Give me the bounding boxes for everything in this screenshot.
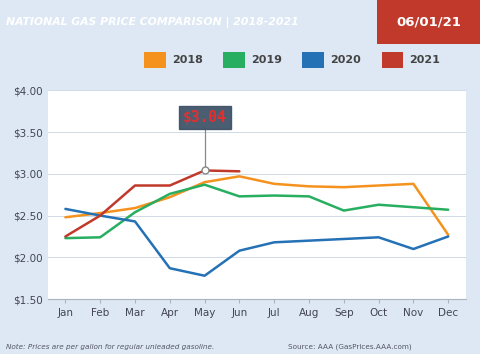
Text: 2020: 2020 [330,55,361,65]
Text: NATIONAL GAS PRICE COMPARISON | 2018-2021: NATIONAL GAS PRICE COMPARISON | 2018-202… [6,17,299,28]
Text: 2019: 2019 [251,55,282,65]
Text: 2021: 2021 [409,55,440,65]
Text: 2018: 2018 [172,55,203,65]
FancyBboxPatch shape [223,52,245,68]
FancyBboxPatch shape [302,52,324,68]
Text: $3.04: $3.04 [183,110,227,125]
Text: Note: Prices are per gallon for regular unleaded gasoline.: Note: Prices are per gallon for regular … [6,344,214,350]
FancyBboxPatch shape [382,52,403,68]
Text: 06/01/21: 06/01/21 [396,16,461,29]
FancyBboxPatch shape [377,0,480,44]
FancyBboxPatch shape [144,52,166,68]
Text: Source: AAA (GasPrices.AAA.com): Source: AAA (GasPrices.AAA.com) [288,343,412,350]
